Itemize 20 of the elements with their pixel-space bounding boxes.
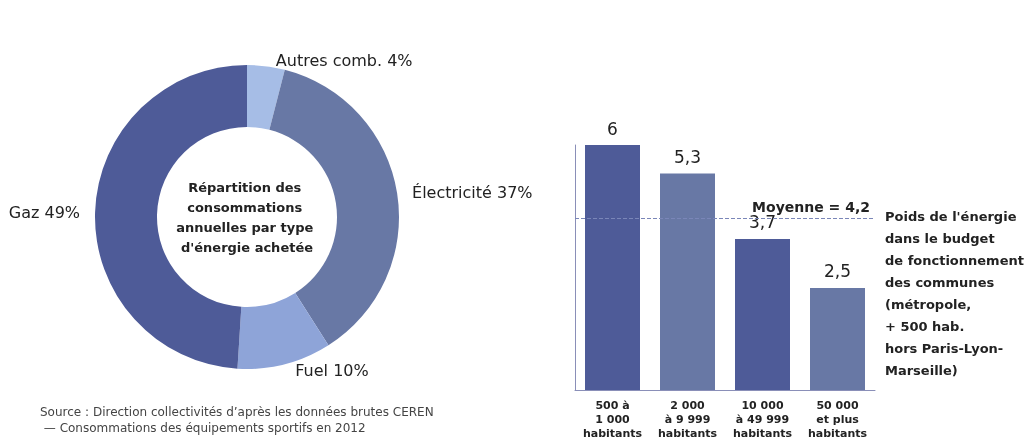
data-label: 5,3 <box>673 147 702 168</box>
x-tick-label: 500 à 1 000 habitants <box>582 398 643 440</box>
slice-label: Gaz 49% <box>8 202 81 222</box>
source-note: Source : Direction collectivités d’après les données brutes CEREN — Consommations des équipements sportifs en 2012 <box>40 405 434 435</box>
slice-label: Électricité 37% <box>412 182 533 202</box>
x-tick-label: 2 000 à 9 999 habitants <box>657 398 718 440</box>
ref-line-label: Moyenne = 4,2 <box>752 198 870 215</box>
data-label: 2,5 <box>823 261 852 282</box>
bar <box>810 287 865 390</box>
bar <box>585 145 640 390</box>
x-tick-label: 10 000 à 49 999 habitants <box>732 398 793 440</box>
slice-label: Autres comb. 4% <box>275 50 413 70</box>
bar <box>735 238 790 390</box>
y-axis-title: Poids de l'énergie dans le budget de fonctionnement des communes (métropole, + 500 hab. hors Paris-Lyon- Marseille) <box>885 208 1024 378</box>
data-label: 6 <box>607 118 618 139</box>
slice-label: Fuel 10% <box>295 360 369 380</box>
bar <box>660 173 715 390</box>
text: Répartition des consommations annuelles par type d'énergie achetée <box>176 179 318 255</box>
data-label: 3,7 <box>748 212 777 233</box>
x-tick-label: 50 000 et plus habitants <box>807 398 868 440</box>
